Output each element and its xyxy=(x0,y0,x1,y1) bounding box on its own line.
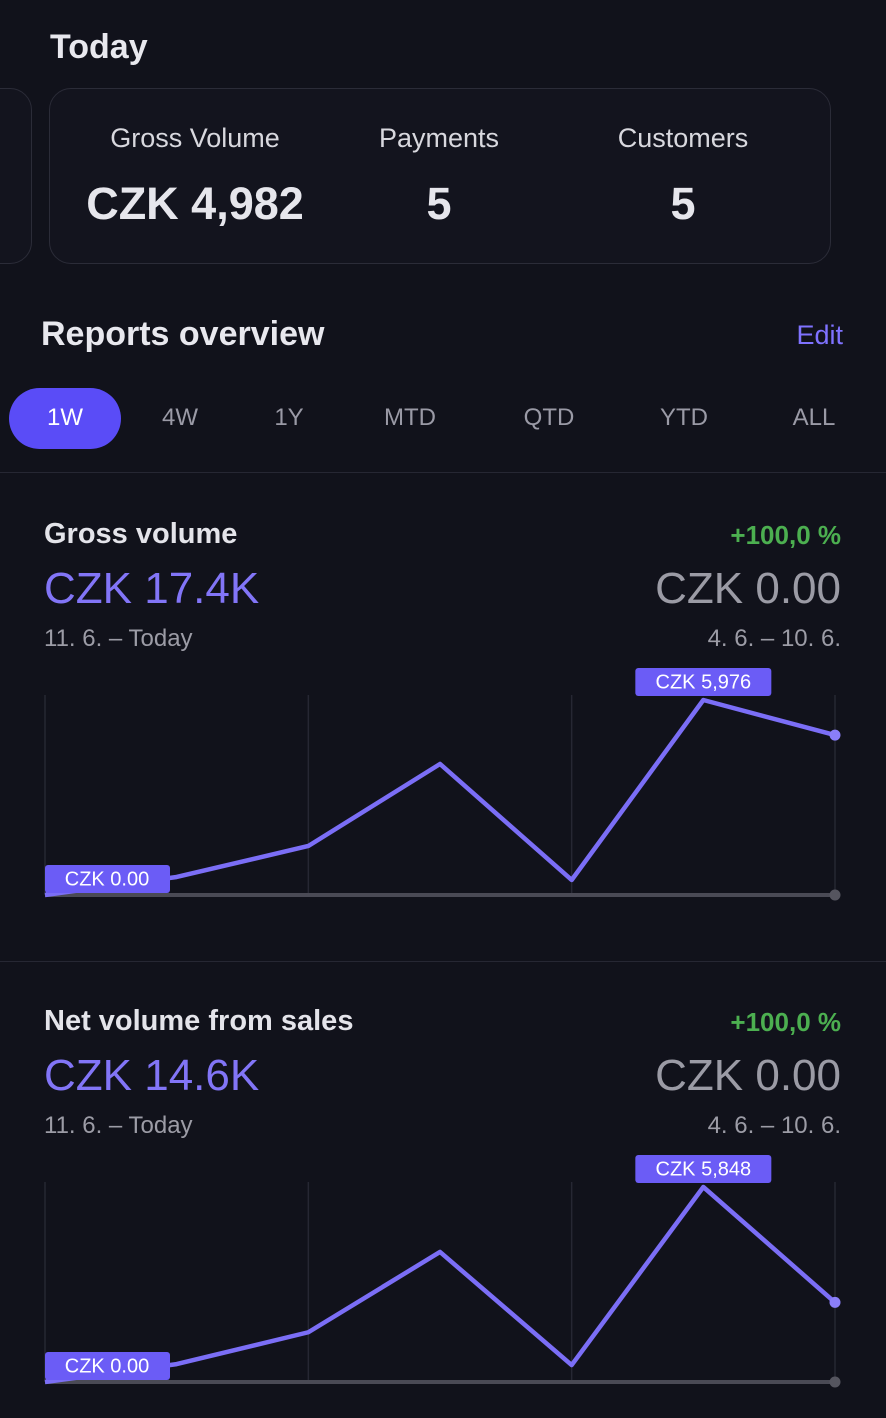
tab[interactable]: 4W xyxy=(162,404,198,431)
card-partial[interactable] xyxy=(0,88,32,264)
divider xyxy=(0,472,886,473)
series-line xyxy=(44,1184,837,1385)
previous-period: 4. 6. – 10. 6. xyxy=(707,1112,841,1139)
tab[interactable]: 1Y xyxy=(274,404,304,431)
end-dot xyxy=(829,889,841,901)
stat-value: CZK 4,982 xyxy=(86,178,304,229)
previous-value: CZK 0.00 xyxy=(655,1051,841,1100)
tab[interactable]: YTD xyxy=(660,404,708,431)
previous-period: 4. 6. – 10. 6. xyxy=(707,625,841,652)
end-dot xyxy=(829,1376,841,1388)
peak-label-bg xyxy=(635,668,772,696)
line-chart: CZK 5,976 CZK 0.00 xyxy=(44,668,841,901)
tab[interactable]: MTD xyxy=(384,404,436,431)
value: CZK 17.4K xyxy=(44,564,260,613)
stat-value: 5 xyxy=(426,178,452,229)
edit-button[interactable]: Edit xyxy=(796,320,843,350)
line-chart: CZK 5,848 CZK 0.00 xyxy=(44,1155,841,1388)
end-dot xyxy=(829,1296,841,1308)
peak-label: CZK 5,848 xyxy=(656,1158,752,1180)
series-line xyxy=(44,697,836,898)
divider xyxy=(0,961,886,962)
peak-label-bg xyxy=(635,1155,772,1183)
period: 11. 6. – Today xyxy=(44,1112,193,1139)
reports-title: Reports overview xyxy=(41,315,325,353)
peak-label: CZK 5,976 xyxy=(656,671,752,693)
start-label-bg xyxy=(45,1352,170,1380)
value: CZK 14.6K xyxy=(44,1051,260,1100)
start-label: CZK 0.00 xyxy=(65,868,149,890)
tab[interactable]: QTD xyxy=(523,404,575,431)
start-label-bg xyxy=(45,865,170,893)
stat-value: 5 xyxy=(670,178,696,229)
section-title: Gross volume xyxy=(44,518,238,550)
tab[interactable]: ALL xyxy=(792,404,836,431)
stat-label: Customers xyxy=(617,123,749,153)
previous-value: CZK 0.00 xyxy=(655,564,841,613)
tab-selected-bg[interactable] xyxy=(9,388,121,449)
tab[interactable]: 1W xyxy=(47,404,83,431)
period: 11. 6. – Today xyxy=(44,625,193,652)
end-dot xyxy=(829,729,841,741)
stat-label: Gross Volume xyxy=(110,123,280,153)
section-title: Net volume from sales xyxy=(44,1005,354,1037)
change: +100,0 % xyxy=(730,520,841,550)
start-label: CZK 0.00 xyxy=(65,1355,149,1377)
change: +100,0 % xyxy=(730,1007,841,1037)
today-card[interactable] xyxy=(49,88,831,264)
header-title: Today xyxy=(50,28,148,66)
stat-label: Payments xyxy=(378,123,500,153)
